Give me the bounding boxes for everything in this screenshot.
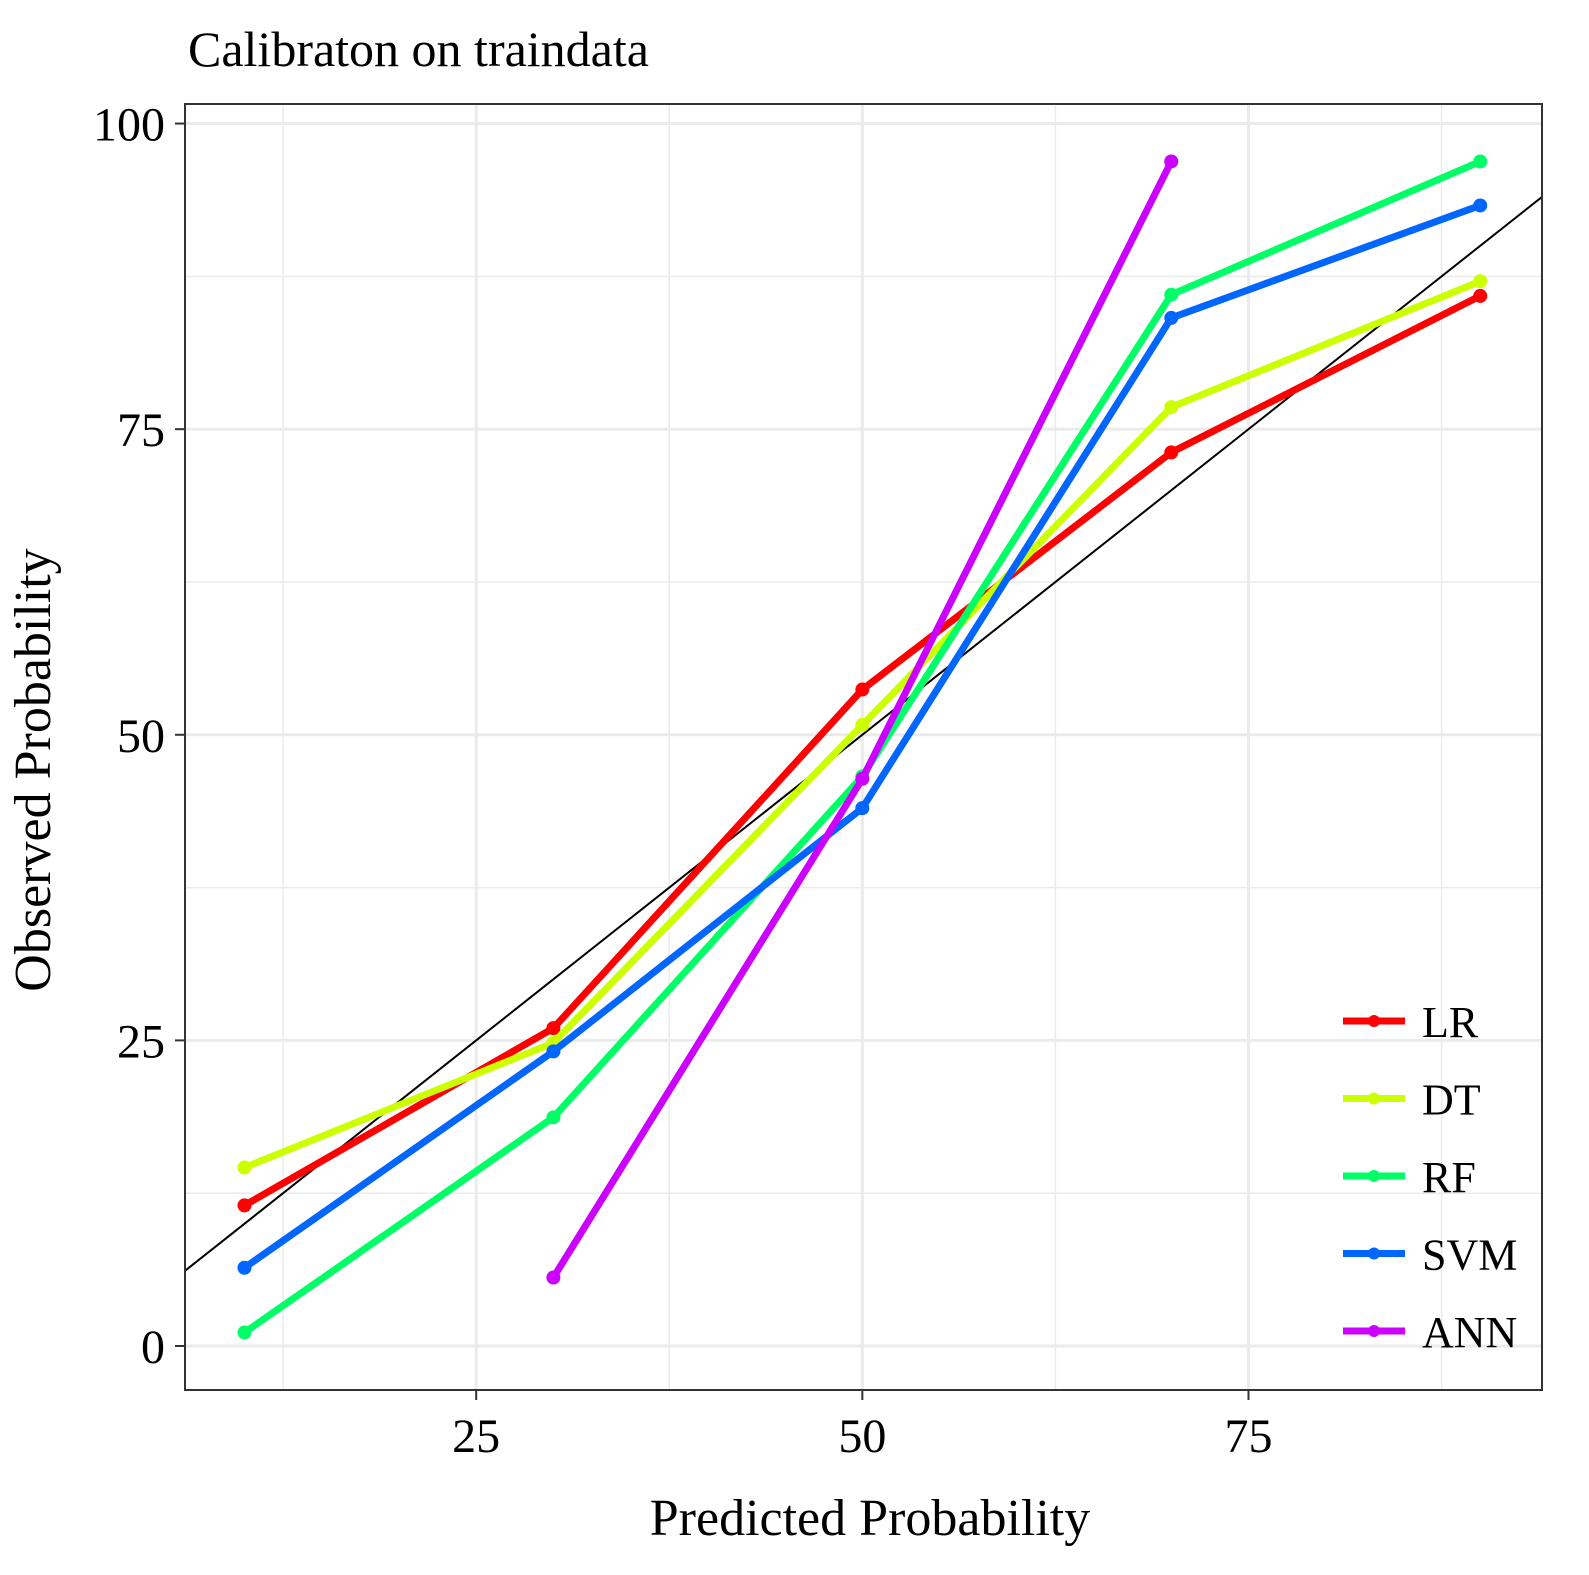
data-point	[237, 1260, 252, 1275]
y-tick-label: 75	[117, 404, 165, 457]
data-point	[237, 1325, 252, 1340]
data-point	[1164, 400, 1179, 415]
y-tick-label: 25	[117, 1015, 165, 1068]
data-point	[237, 1198, 252, 1213]
data-point	[546, 1270, 561, 1285]
legend-key-point	[1368, 1015, 1380, 1027]
y-axis-label: Observed Probability	[5, 548, 62, 991]
legend-item: LR	[1343, 998, 1479, 1047]
data-point	[1164, 310, 1179, 325]
data-point	[855, 801, 870, 816]
legend: LR DT RF SVM ANN	[1343, 998, 1517, 1357]
legend-key-point	[1368, 1170, 1380, 1182]
x-tick-label: 50	[838, 1410, 886, 1463]
plot-border	[184, 103, 1543, 1391]
legend-item: RF	[1343, 1153, 1476, 1202]
x-tick-label: 75	[1225, 1410, 1273, 1463]
y-tick-label: 0	[141, 1321, 165, 1374]
data-point	[855, 717, 870, 732]
legend-item: ANN	[1343, 1308, 1517, 1357]
data-point	[546, 1021, 561, 1036]
x-axis-label: Predicted Probability	[650, 1490, 1090, 1547]
grid	[185, 104, 1542, 1390]
legend-label: DT	[1422, 1076, 1481, 1125]
legend-label: LR	[1422, 998, 1479, 1047]
data-point	[1473, 288, 1488, 303]
data-point	[1164, 445, 1179, 460]
legend-item: SVM	[1343, 1231, 1517, 1280]
axis-ticks: 25 50 75 0 25 50 75 100	[93, 99, 1273, 1463]
data-point	[855, 771, 870, 786]
series-lines	[237, 154, 1488, 1340]
x-tick-label: 25	[452, 1410, 500, 1463]
legend-label: SVM	[1422, 1231, 1517, 1280]
chart-title: Calibraton on traindata	[188, 21, 649, 77]
data-point	[546, 1110, 561, 1125]
legend-key-point	[1368, 1092, 1380, 1105]
data-point	[546, 1044, 561, 1059]
series-ann	[546, 154, 1179, 1285]
series-svm	[237, 198, 1488, 1275]
legend-item: DT	[1343, 1076, 1481, 1125]
data-point	[1473, 154, 1488, 169]
legend-label: RF	[1422, 1153, 1476, 1202]
legend-key-point	[1368, 1247, 1380, 1260]
y-tick-label: 50	[117, 710, 165, 763]
y-tick-label: 100	[93, 99, 165, 152]
data-point	[237, 1160, 252, 1175]
data-point	[1473, 198, 1488, 213]
data-point	[1473, 274, 1488, 289]
data-point	[1164, 154, 1179, 169]
data-point	[855, 682, 870, 697]
data-point	[1164, 287, 1179, 302]
legend-label: ANN	[1422, 1308, 1517, 1357]
legend-key-point	[1368, 1325, 1380, 1337]
